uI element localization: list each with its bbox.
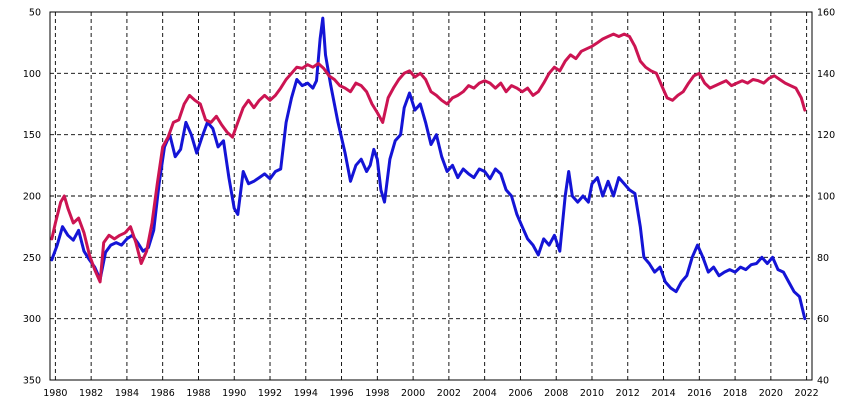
left-axis-ticks: 50 100 150 200 250 300 350 (23, 8, 41, 387)
x-tick-label: 1982 (79, 388, 103, 399)
x-tick-label: 1996 (329, 388, 353, 399)
right-tick-label: 140 (817, 69, 835, 80)
right-tick-label: 120 (817, 130, 835, 141)
left-tick-label: 250 (23, 253, 41, 264)
x-tick-label: 2012 (616, 388, 640, 399)
x-tick-label: 1980 (43, 388, 67, 399)
series-layer (50, 16, 807, 321)
left-tick-label: 200 (23, 192, 41, 203)
x-tick-label: 1998 (365, 388, 389, 399)
plot-frame (49, 11, 813, 381)
left-tick-label: 300 (23, 314, 41, 325)
gridlines (50, 11, 812, 381)
x-tick-label: 2000 (401, 388, 425, 399)
x-tick-label: 2022 (795, 388, 819, 399)
x-tick-label: 2002 (437, 388, 461, 399)
left-tick-label: 350 (23, 376, 41, 387)
x-tick-label: 1994 (294, 388, 318, 399)
right-tick-label: 40 (817, 376, 829, 387)
x-tick-label: 2014 (651, 388, 675, 399)
x-tick-label: 2016 (687, 388, 711, 399)
left-tick-label: 50 (29, 8, 41, 19)
x-tick-label: 1984 (115, 388, 139, 399)
left-tick-label: 150 (23, 130, 41, 141)
x-tick-label: 2006 (508, 388, 532, 399)
right-tick-label: 160 (817, 8, 835, 19)
x-tick-label: 1988 (186, 388, 210, 399)
x-tick-label: 2010 (580, 388, 604, 399)
x-tick-label: 1986 (151, 388, 175, 399)
right-axis-ticks: 160 140 120 100 80 60 40 (817, 8, 835, 387)
x-tick-label: 1990 (222, 388, 246, 399)
right-tick-label: 60 (817, 314, 829, 325)
left-tick-label: 100 (23, 69, 41, 80)
x-tick-label: 2008 (544, 388, 568, 399)
x-tick-label: 1992 (258, 388, 282, 399)
x-axis-ticks: 1980 1982 1984 1986 1988 1990 1992 1994 1996 1998… (43, 388, 818, 399)
right-tick-label: 100 (817, 192, 835, 203)
x-tick-label: 2020 (759, 388, 783, 399)
series-line-1 (50, 16, 807, 321)
right-tick-label: 80 (817, 253, 829, 264)
x-tick-label: 2018 (723, 388, 747, 399)
x-tick-label: 2004 (473, 388, 497, 399)
series-line-2 (50, 32, 807, 284)
